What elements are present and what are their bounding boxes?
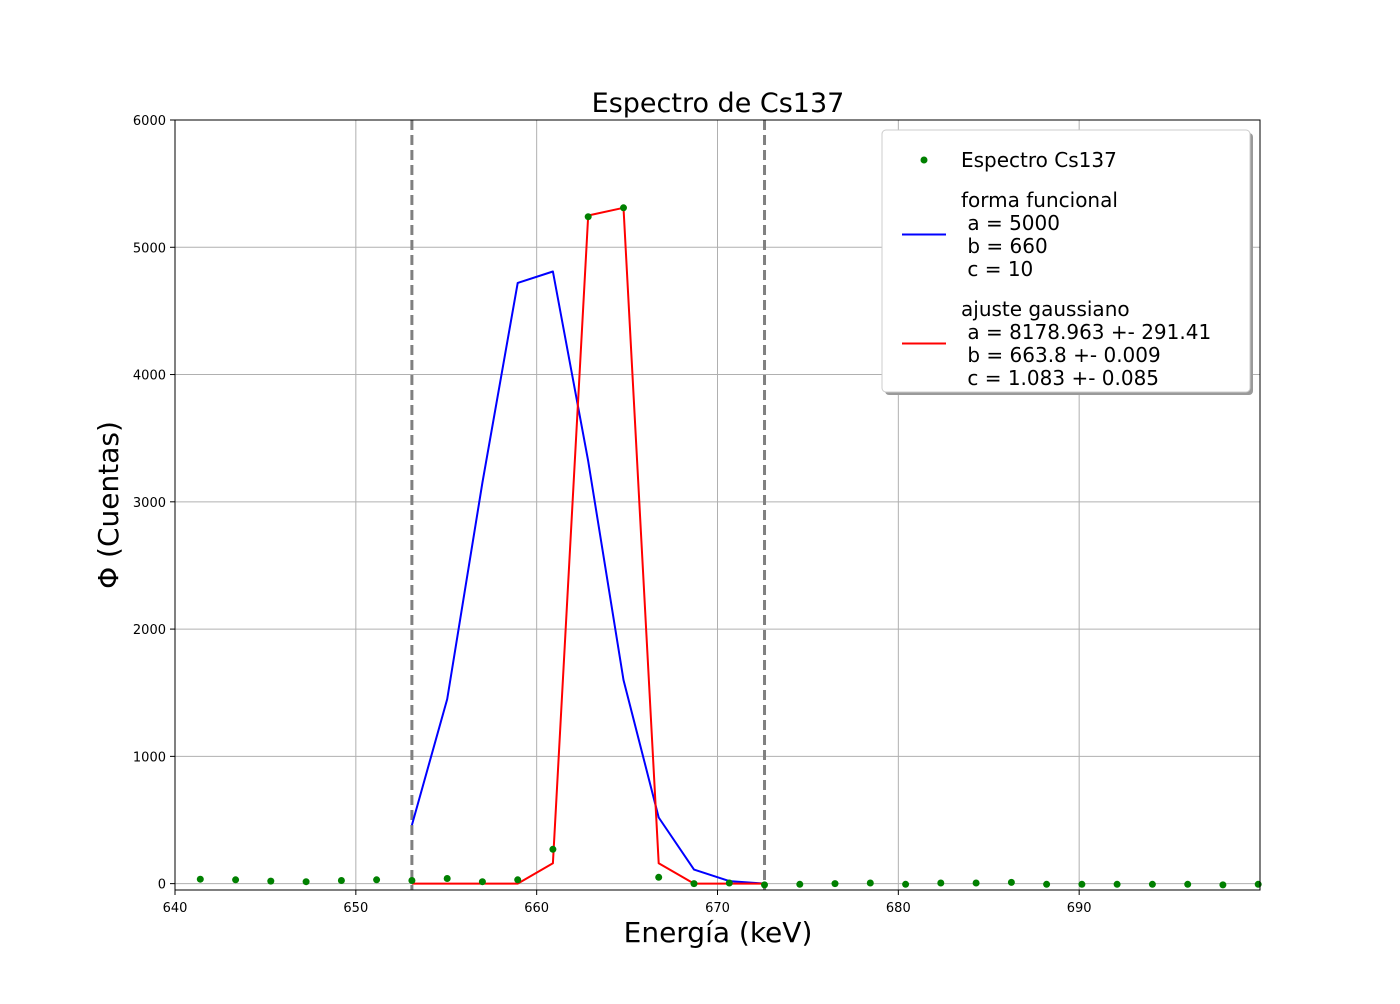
data-point-8 [478, 878, 486, 886]
y-tick-label-5: 5000 [133, 241, 166, 256]
y-tick-label-4: 4000 [133, 369, 166, 384]
data-point-15 [725, 879, 733, 887]
x-tick-label-4: 680 [886, 901, 911, 916]
data-point-2 [267, 877, 275, 885]
x-tick-label-0: 640 [163, 901, 188, 916]
data-point-28 [1184, 880, 1192, 888]
y-tick-label-2: 2000 [133, 623, 166, 638]
series-line-2 [411, 206, 765, 885]
legend-label-2: ajuste gaussiano a = 8178.963 +- 291.41 … [961, 297, 1211, 390]
x-axis-title: Energía (keV) [624, 916, 813, 949]
data-point-10 [549, 845, 557, 853]
legend: Espectro Cs137 forma funcional a = 5000 b… [881, 129, 1253, 395]
legend-label-0: Espectro Cs137 [961, 148, 1117, 172]
data-point-25 [1078, 880, 1086, 888]
y-tick-label-6: 6000 [133, 114, 166, 129]
data-point-1 [232, 876, 240, 884]
y-tick-label-0: 0 [158, 878, 166, 893]
data-point-23 [1007, 878, 1015, 886]
x-tick-label-1: 650 [343, 901, 368, 916]
data-point-22 [972, 879, 980, 887]
data-point-5 [373, 876, 381, 884]
legend-box [881, 129, 1251, 393]
tick-layer: 640 650 660 670 680 690 0 1000 2000 3000 4000 5000 6… [133, 114, 1092, 916]
data-point-0 [196, 875, 204, 883]
y-tick-label-3: 3000 [133, 496, 166, 511]
x-tick-label-3: 670 [705, 901, 730, 916]
data-point-19 [866, 879, 874, 887]
data-point-21 [937, 879, 945, 887]
data-point-14 [690, 880, 698, 888]
data-point-13 [655, 873, 663, 881]
data-point-29 [1219, 881, 1227, 889]
data-point-3 [302, 878, 310, 886]
data-point-9 [514, 876, 522, 884]
data-point-11 [584, 213, 592, 221]
series-layer [196, 204, 1262, 889]
data-point-17 [796, 880, 804, 888]
data-point-27 [1148, 880, 1156, 888]
y-axis-title: Φ (Cuentas) [92, 421, 125, 589]
data-point-26 [1113, 880, 1121, 888]
data-point-6 [408, 877, 416, 884]
data-point-16 [761, 881, 768, 889]
x-tick-label-5: 690 [1067, 901, 1092, 916]
x-tick-label-2: 660 [524, 901, 549, 916]
vline-layer [410, 120, 767, 890]
legend-marker-0 [920, 156, 928, 164]
legend-label-1: forma funcional a = 5000 b = 660 c = 10 [961, 188, 1118, 281]
chart-title: Espectro de Cs137 [592, 88, 845, 119]
data-point-7 [443, 875, 451, 882]
data-point-18 [831, 880, 839, 888]
y-tick-label-1: 1000 [133, 750, 166, 765]
data-point-12 [620, 204, 627, 212]
series-line-1 [410, 270, 765, 885]
data-point-20 [902, 880, 910, 888]
data-point-30 [1254, 880, 1262, 888]
data-point-24 [1043, 880, 1051, 888]
data-point-4 [337, 877, 345, 884]
